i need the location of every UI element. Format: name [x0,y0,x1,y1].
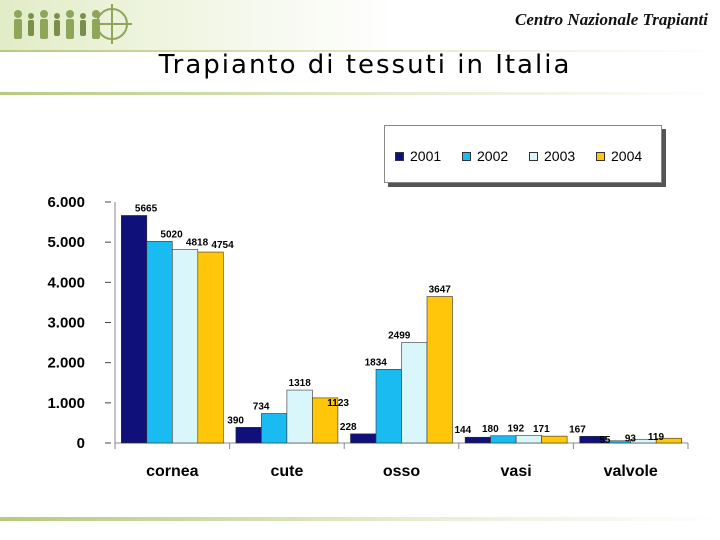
footer-divider [0,517,720,521]
title-divider [0,92,720,95]
data-label: 1123 [327,398,349,409]
data-label: 390 [227,415,244,426]
data-label: 144 [455,425,472,436]
x-category-label: osso [383,463,421,480]
data-label: 180 [482,424,499,435]
y-tick-label: 5.000 [47,234,85,251]
data-label: 171 [533,424,550,435]
legend-label: 2004 [611,148,643,164]
bar-cute-2002 [261,413,288,444]
data-label: 228 [340,422,357,433]
data-label: 55 [599,435,611,446]
data-label: 1834 [365,357,388,368]
bar-vasi-2002 [490,435,517,444]
data-label: 167 [569,424,586,435]
page-title: Trapianto di tessuti in Italia [158,50,572,80]
legend-item-2004: 2004 [596,148,642,164]
bar-valvole-2004 [655,437,683,444]
y-tick-label: 4.000 [47,274,85,291]
legend-swatch-2001 [395,151,404,161]
data-label: 2499 [388,331,411,342]
data-label: 93 [625,433,637,444]
y-tick-label: 3.000 [47,315,85,332]
bar-cute-2001 [235,427,262,444]
data-label: 119 [648,432,665,443]
legend-label: 2001 [410,148,442,164]
bar-cornea-2004 [197,251,224,444]
cnt-logo [14,4,132,44]
data-label: 4754 [211,240,234,251]
bar-cornea-2001 [121,215,148,444]
bar-vasi-2004 [541,435,568,444]
bar-valvole-2001 [579,435,606,444]
legend-label: 2003 [544,148,576,164]
y-tick-label: 1.000 [47,395,85,412]
legend-swatch-2004 [596,151,605,161]
header-divider [0,50,720,52]
y-tick-label: 0 [77,435,85,452]
data-label: 3647 [429,285,452,296]
bar-osso-2001 [350,433,377,444]
data-label: 4818 [186,237,209,248]
y-tick-label: 6.000 [47,194,85,211]
legend-item-2002: 2002 [462,148,508,164]
bar-cute-2004 [312,397,339,444]
bar-osso-2004 [426,296,453,444]
legend-swatch-2002 [462,151,471,161]
data-label: 5665 [135,203,158,214]
x-category-label: cornea [146,463,199,480]
x-category-label: cute [270,463,303,480]
bar-vasi-2001 [464,436,491,444]
bar-cornea-2002 [146,241,173,444]
chart-legend: 2001 2002 2003 2004 [384,125,662,183]
y-tick-label: 2.000 [47,355,85,372]
legend-label: 2002 [477,148,509,164]
x-category-label: vasi [501,463,532,480]
legend-item-2003: 2003 [529,148,575,164]
bar-osso-2003 [401,342,428,444]
bar-cute-2003 [286,389,313,444]
data-label: 734 [253,402,270,413]
bar-vasi-2003 [515,434,542,444]
data-label: 192 [508,423,525,434]
legend-swatch-2003 [529,151,538,161]
organization-name: Centro Nazionale Trapianti [514,10,708,29]
data-label: 1318 [289,378,312,389]
bar-cornea-2003 [172,249,199,444]
data-label: 5020 [160,229,183,240]
legend-item-2001: 2001 [395,148,441,164]
x-category-label: valvole [604,463,658,480]
bar-osso-2002 [375,369,402,444]
